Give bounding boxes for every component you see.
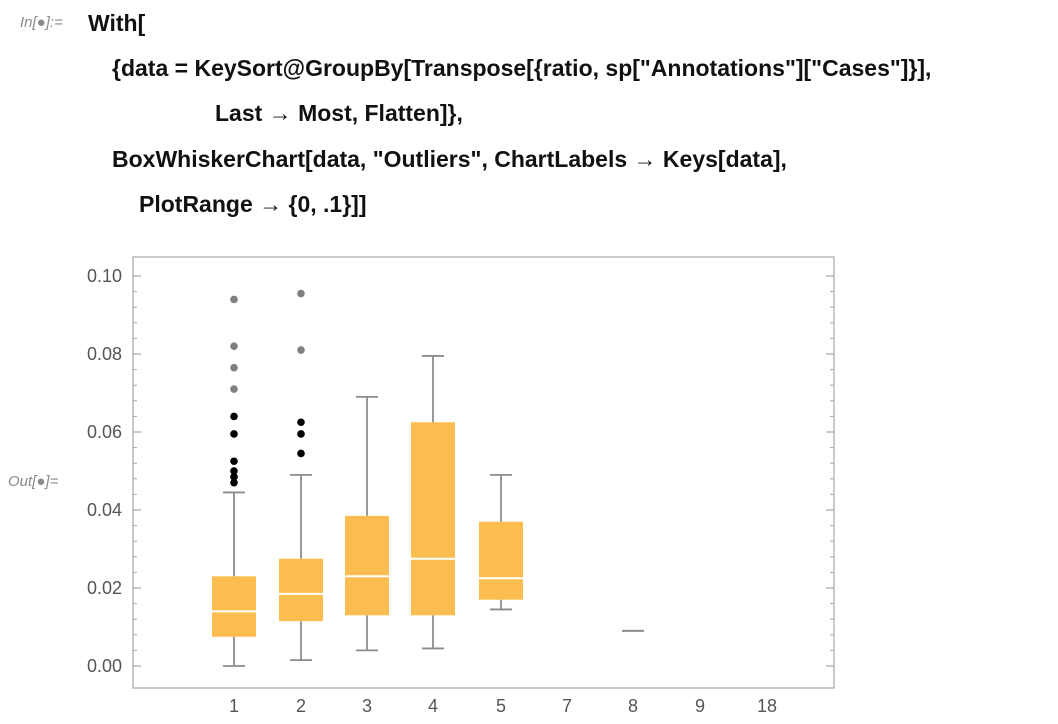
x-category-label: 7 [562, 696, 572, 716]
near-outlier-point [297, 430, 305, 438]
box-4[interactable] [411, 355, 455, 650]
near-outlier-point [230, 473, 238, 481]
far-outlier-point [230, 385, 238, 393]
y-tick-label: 0.00 [87, 656, 122, 676]
input-cell-label: In[●]:= [20, 14, 63, 31]
near-outlier-point [297, 449, 305, 458]
far-outlier-point [297, 289, 305, 298]
near-outlier-point [297, 418, 305, 427]
iqr-box [279, 558, 323, 622]
near-outlier-point [230, 478, 238, 487]
far-outlier-point [230, 342, 238, 351]
axis-layer: 0.00 0.02 0.04 0.06 0.08 0.10 1 2 3 4 5 7 8 9 18 [87, 266, 834, 716]
iqr-box [411, 422, 455, 616]
iqr-box [345, 515, 389, 616]
box-2[interactable] [279, 289, 323, 662]
x-category-label: 3 [362, 696, 372, 716]
x-category-label: 4 [428, 696, 438, 716]
box-5[interactable] [479, 473, 523, 611]
near-outlier-point [230, 457, 238, 466]
code-line-5[interactable]: PlotRange → {0, .1}]] [139, 191, 367, 217]
near-outlier-point [230, 412, 238, 421]
x-category-label: 1 [229, 696, 239, 716]
x-category-label: 8 [628, 696, 638, 716]
far-outlier-point [230, 363, 238, 372]
near-outlier-point [230, 430, 238, 438]
y-tick-label: 0.10 [87, 266, 122, 286]
code-line-2[interactable]: {data = KeySort@GroupBy[Transpose[{ratio… [112, 55, 932, 81]
x-category-label: 9 [695, 696, 705, 716]
chart-frame [132, 256, 835, 689]
near-outlier-point [230, 467, 238, 475]
far-outlier-point [230, 295, 238, 304]
y-tick-label: 0.02 [87, 578, 122, 598]
box-1[interactable] [212, 295, 256, 667]
code-line-4[interactable]: BoxWhiskerChart[data, "Outliers", ChartL… [112, 146, 787, 172]
y-tick-label: 0.08 [87, 344, 122, 364]
x-category-label: 2 [296, 696, 306, 716]
iqr-box [479, 521, 523, 600]
far-outlier-point [297, 346, 305, 354]
box-layer [212, 289, 644, 667]
code-line-1[interactable]: With[ [88, 10, 146, 36]
y-tick-label: 0.04 [87, 500, 122, 520]
y-tick-label: 0.06 [87, 422, 122, 442]
x-category-label: 18 [757, 696, 777, 716]
code-line-3[interactable]: Last → Most, Flatten]}, [215, 100, 463, 126]
x-category-label: 5 [496, 696, 506, 716]
iqr-box [212, 576, 256, 637]
box-3[interactable] [345, 395, 389, 652]
output-cell-label: Out[●]= [8, 473, 59, 490]
